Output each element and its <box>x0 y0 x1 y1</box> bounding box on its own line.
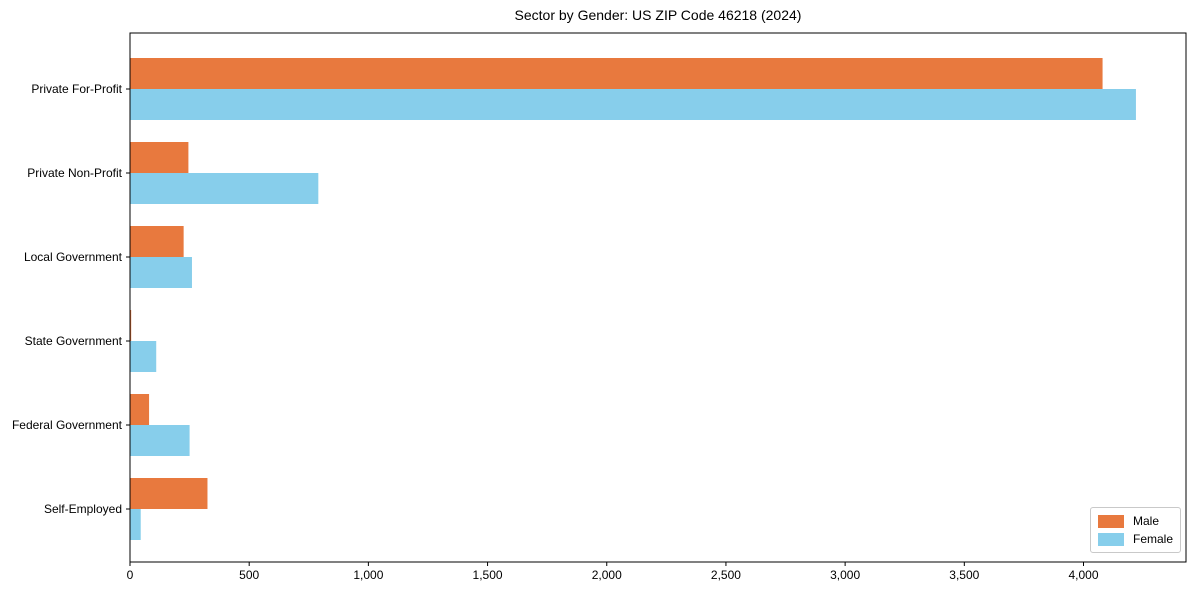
y-category-label: Self-Employed <box>44 502 122 516</box>
x-tick-label: 500 <box>239 568 259 582</box>
x-tick-label: 4,000 <box>1068 568 1098 582</box>
bar-male-private-for-profit <box>130 58 1103 89</box>
x-tick-label: 0 <box>127 568 134 582</box>
legend-swatch-female-icon <box>1098 532 1124 546</box>
y-category-label: Federal Government <box>12 418 123 432</box>
legend-item-male: Male <box>1098 514 1173 528</box>
bar-female-local-government <box>130 257 192 288</box>
bar-female-private-for-profit <box>130 89 1136 120</box>
legend-swatch-male-icon <box>1098 514 1124 528</box>
bar-male-federal-government <box>130 394 150 425</box>
x-tick-label: 2,000 <box>592 568 622 582</box>
legend-label-female: Female <box>1133 532 1174 546</box>
bar-female-private-non-profit <box>130 173 319 204</box>
bar-male-self-employed <box>130 478 208 509</box>
legend-label-male: Male <box>1133 514 1160 528</box>
x-tick-label: 3,000 <box>830 568 860 582</box>
bar-male-state-government <box>130 310 132 341</box>
bar-female-federal-government <box>130 425 190 456</box>
chart-title: Sector by Gender: US ZIP Code 46218 (202… <box>514 7 802 23</box>
bar-female-self-employed <box>130 509 141 540</box>
y-category-label: Private Non-Profit <box>27 166 122 180</box>
plot-frame <box>129 32 1187 563</box>
x-tick-label: 1,500 <box>473 568 503 582</box>
legend-item-female: Female <box>1098 532 1174 546</box>
legend: Male Female <box>1090 507 1181 553</box>
x-tick-label: 3,500 <box>949 568 979 582</box>
bar-female-state-government <box>130 341 157 372</box>
y-category-label: Private For-Profit <box>31 82 122 96</box>
x-tick-label: 1,000 <box>353 568 383 582</box>
y-category-label: Local Government <box>24 250 123 264</box>
bar-male-private-non-profit <box>130 142 189 173</box>
x-tick-label: 2,500 <box>711 568 741 582</box>
bar-male-local-government <box>130 226 184 257</box>
y-category-label: State Government <box>25 334 123 348</box>
